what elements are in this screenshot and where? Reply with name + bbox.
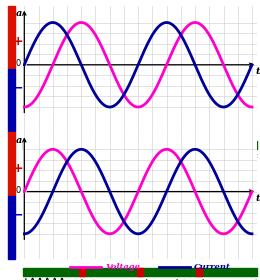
Text: t: t	[253, 153, 257, 160]
Text: a: a	[16, 9, 22, 18]
Bar	[138, 268, 143, 276]
Text: Capacitor: Capacitor	[75, 153, 113, 160]
Bar	[35, 150, 36, 165]
Bar	[196, 268, 202, 276]
Text: t: t	[256, 67, 260, 76]
Bar	[79, 268, 85, 276]
Text: Inductor: Inductor	[70, 279, 103, 280]
Text: +: +	[13, 35, 23, 48]
Bar	[138, 141, 143, 149]
Bar	[23, 141, 257, 149]
Text: a: a	[16, 136, 22, 145]
Bar	[8, 132, 15, 196]
Text: Voltage: Voltage	[105, 263, 140, 271]
Text: −: −	[13, 81, 23, 95]
Bar	[39, 150, 40, 165]
Text: 0: 0	[16, 186, 21, 195]
Text: Phase Relationship: Phase Relationship	[140, 279, 214, 280]
Text: −: −	[13, 208, 23, 221]
Bar	[79, 141, 85, 149]
Bar	[8, 196, 15, 259]
Bar	[8, 69, 15, 132]
Text: Phase Relationship: Phase Relationship	[140, 153, 214, 160]
Bar	[40, 157, 48, 159]
Bar	[23, 268, 257, 276]
Bar	[8, 6, 15, 69]
Text: Current: Current	[194, 263, 231, 271]
Text: 0: 0	[16, 59, 21, 68]
Bar	[27, 157, 35, 159]
Text: +: +	[13, 162, 23, 175]
Bar	[196, 141, 202, 149]
Text: t: t	[253, 279, 257, 280]
Text: t: t	[256, 194, 260, 203]
